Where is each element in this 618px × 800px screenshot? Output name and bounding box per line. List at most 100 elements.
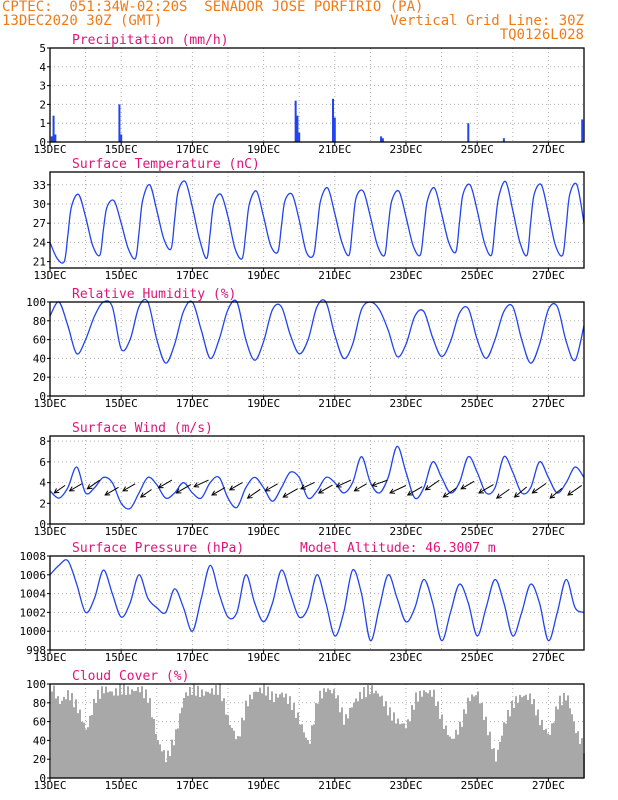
cloud-bar <box>391 720 393 778</box>
wind-arrow-head <box>122 486 128 492</box>
cloud-bar <box>339 712 341 778</box>
cloud-bar <box>573 721 575 778</box>
cloud-bar <box>239 736 241 778</box>
cloud-bar <box>111 691 113 778</box>
wind-arrow-shaft <box>532 482 547 494</box>
wind-arrow <box>193 479 209 488</box>
wind-arrow <box>68 483 83 492</box>
panel-precip: 0 1 2 3 4 5 13DEC 15DEC 17DEC 19DEC 21DEC 23DEC 25DE… <box>33 33 585 156</box>
cloud-bar <box>77 713 79 778</box>
cloud-bar <box>457 734 459 778</box>
x-tick-label: 19DEC <box>247 269 280 282</box>
cloud-bar <box>155 734 157 778</box>
cloud-bar <box>85 729 87 778</box>
cloud-bar <box>177 728 179 778</box>
cloud-bar <box>409 721 411 778</box>
wind-arrow-head <box>442 492 449 498</box>
cloud-bar <box>331 693 333 778</box>
cloud-bar <box>185 692 187 778</box>
wind-arrow <box>353 483 367 492</box>
y-tick-label: 2 <box>39 98 46 111</box>
cloud-bar <box>159 744 161 778</box>
cloud-bar <box>51 691 53 778</box>
cloud-bar <box>101 686 103 778</box>
wind-arrow-shaft <box>372 479 388 487</box>
cloud-bar <box>113 695 115 778</box>
cloud-bar <box>95 702 97 778</box>
precip-bar <box>298 132 301 142</box>
cloud-bar <box>141 686 143 778</box>
cloud-bar <box>59 703 61 778</box>
x-tick-label: 25DEC <box>461 525 494 538</box>
x-tick-label: 27DEC <box>532 143 565 156</box>
wind-arrow <box>442 487 457 498</box>
cloud-bar <box>145 689 147 778</box>
x-tick-label: 23DEC <box>389 143 422 156</box>
cloud-bar <box>549 734 551 778</box>
cloud-bar <box>211 688 213 778</box>
header-station: CPTEC: 051:34W-02:20S SENADOR JOSE PORFI… <box>2 0 424 15</box>
cloud-bar <box>131 689 133 778</box>
wind-arrow-shaft <box>389 485 407 494</box>
cloud-bar <box>225 714 227 778</box>
cloud-bar <box>83 722 85 778</box>
wind-arrow-shaft <box>318 484 333 494</box>
wind-arrow-head <box>68 486 75 492</box>
x-tick-label: 19DEC <box>247 397 280 410</box>
wind-arrow-head <box>157 483 164 489</box>
wind-arrow-head <box>335 482 342 488</box>
cloud-bar <box>115 688 117 778</box>
cloud-bar <box>173 745 175 778</box>
cloud-bar <box>119 684 121 778</box>
cloud-bar <box>451 738 453 778</box>
x-tick-label: 25DEC <box>461 779 494 792</box>
cloud-bar <box>315 703 317 778</box>
wind-arrow <box>264 483 278 492</box>
precip-bar <box>50 136 53 142</box>
cloud-bar <box>269 699 271 778</box>
wind-arrow-shaft <box>549 487 563 499</box>
cloud-bar <box>289 696 291 778</box>
x-tick-label: 19DEC <box>247 779 280 792</box>
cloud-bar <box>97 689 99 778</box>
panel-wind: 0 2 4 6 8 13DEC 15DEC 17DEC 19DEC 21DEC 23DEC 25DEC… <box>33 421 585 538</box>
cloud-bar <box>435 705 437 778</box>
wind-arrow-head <box>211 490 217 496</box>
cloud-bar <box>297 712 299 778</box>
cloud-bar <box>107 692 109 778</box>
x-tick-label: 23DEC <box>389 397 422 410</box>
x-tick-label: 21DEC <box>318 651 351 664</box>
panel-title: Precipitation (mm/h) <box>72 33 229 48</box>
y-tick-label: 0 <box>39 390 46 403</box>
wind-arrow <box>86 479 100 490</box>
cloud-bar <box>365 697 367 778</box>
x-tick-label: 21DEC <box>318 525 351 538</box>
y-tick-label: 20 <box>33 753 46 766</box>
cloud-bar <box>319 690 321 778</box>
cloud-bar <box>353 702 355 778</box>
x-tick-label: 19DEC <box>247 651 280 664</box>
cloud-bar <box>309 743 311 778</box>
wind-arrow <box>175 484 192 494</box>
cloud-bar <box>151 717 153 778</box>
cloud-bar <box>147 702 149 778</box>
wind-arrow-head <box>549 493 556 499</box>
wind-arrow-head <box>193 482 200 488</box>
cloud-bar <box>279 694 281 778</box>
cloud-bar <box>127 686 129 778</box>
cloud-bar <box>105 686 107 778</box>
cloud-bar <box>393 712 395 778</box>
cloud-bar <box>509 716 511 778</box>
cloud-bar <box>431 696 433 778</box>
cloud-bar <box>205 691 207 778</box>
x-tick-label: 15DEC <box>105 143 138 156</box>
cloud-bar <box>361 698 363 778</box>
wind-arrow <box>371 479 388 487</box>
cloud-bar <box>567 695 569 778</box>
cloud-bar <box>475 695 477 778</box>
cloud-bar <box>201 689 203 778</box>
cloud-bar <box>415 692 417 778</box>
panel-frame <box>49 555 585 651</box>
cloud-bar <box>381 695 383 778</box>
